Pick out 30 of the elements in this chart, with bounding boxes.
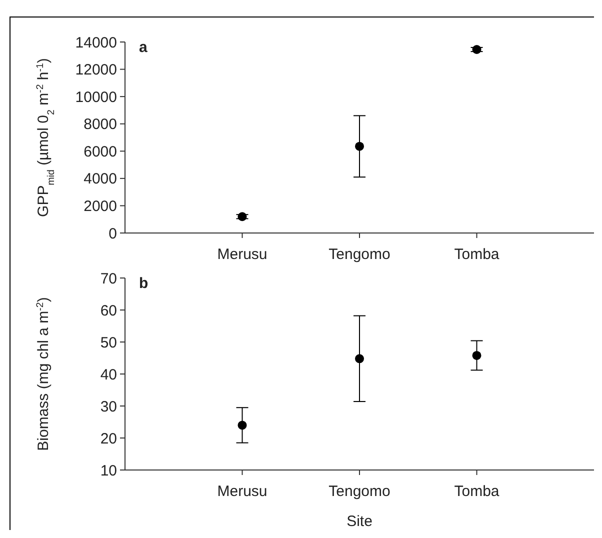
y-tick-label: 6000 bbox=[84, 143, 117, 160]
point bbox=[472, 350, 482, 360]
point bbox=[238, 420, 247, 430]
point bbox=[355, 142, 364, 151]
y-tick-label: 10000 bbox=[75, 88, 117, 106]
y-tick-label: 2000 bbox=[84, 198, 117, 215]
y-tick-label: 40 bbox=[100, 366, 117, 384]
x-tick-label: Tomba bbox=[454, 483, 500, 500]
y-tick-label: 0 bbox=[108, 225, 117, 242]
y-tick-label: 60 bbox=[100, 302, 117, 320]
y-tick-label: 70 bbox=[100, 270, 117, 288]
x-axis-title: Site bbox=[346, 513, 372, 530]
chart-title: a bbox=[139, 39, 148, 56]
y-tick-label: 20 bbox=[100, 430, 117, 448]
x-tick-label: Tengomo bbox=[328, 483, 390, 500]
x-tick-label: Merusu bbox=[217, 246, 268, 263]
y-tick-label: 50 bbox=[100, 334, 117, 352]
point bbox=[472, 45, 482, 54]
y-tick-label: 10 bbox=[100, 462, 117, 480]
y-tick-label: 4000 bbox=[84, 170, 117, 188]
y-tick-label: 30 bbox=[100, 398, 117, 416]
x-tick-label: Tengomo bbox=[328, 246, 390, 263]
point bbox=[238, 212, 247, 222]
y-tick-label: 14000 bbox=[75, 34, 117, 52]
y-tick-label: 12000 bbox=[75, 62, 117, 79]
x-tick-label: Tomba bbox=[454, 246, 500, 263]
y-tick-label: 8000 bbox=[84, 116, 117, 134]
point bbox=[355, 354, 364, 364]
chart-title: b bbox=[139, 275, 148, 292]
x-tick-label: Merusu bbox=[217, 483, 268, 500]
